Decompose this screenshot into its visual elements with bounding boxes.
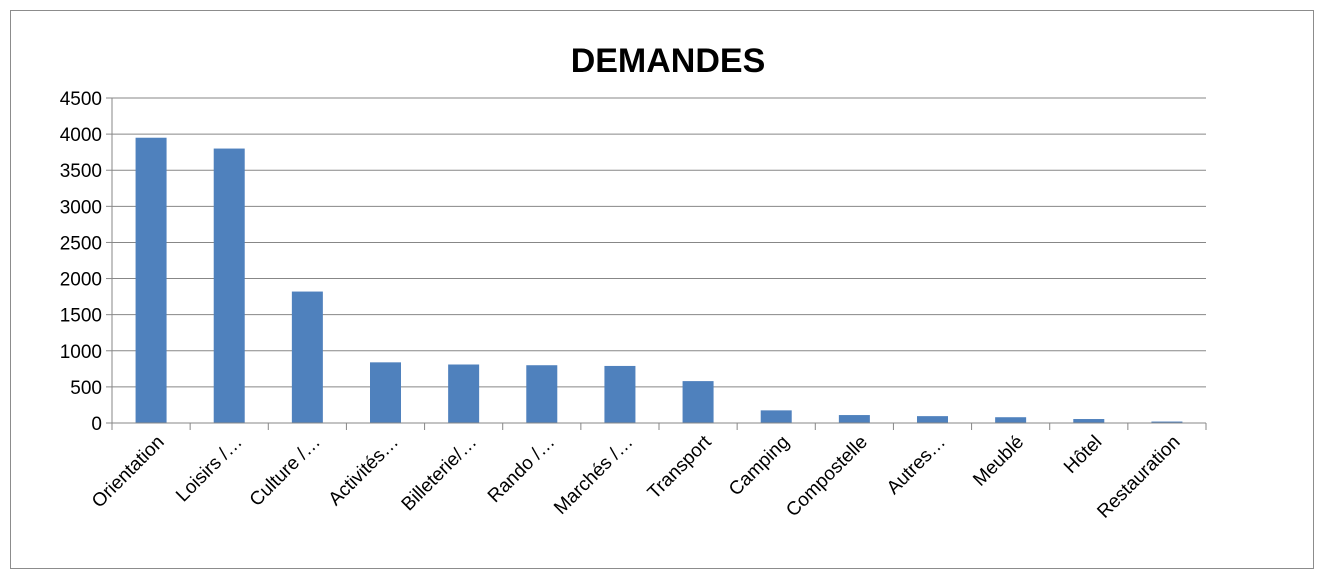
x-axis [111, 422, 1207, 430]
bar [135, 137, 167, 423]
y-tick-label: 2500 [60, 233, 102, 254]
x-category-label: Compostelle [782, 432, 872, 522]
x-axis-labels: Orientation Loisirs /… Culture /… Activités… [88, 431, 1184, 523]
x-category-label: Meublé [969, 432, 1028, 491]
x-category-label: Activités… [325, 432, 403, 510]
y-tick-label: 0 [91, 414, 102, 435]
x-category-label: Marchés /… [550, 432, 637, 519]
bar [448, 364, 480, 423]
y-tick-label: 500 [70, 378, 102, 399]
gridlines [112, 97, 1206, 388]
bar [917, 416, 948, 423]
y-tick-label: 4500 [60, 89, 102, 110]
x-category-label: Orientation [88, 432, 169, 513]
y-tick-label: 3500 [60, 161, 102, 182]
bar [526, 365, 558, 423]
y-tick-label: 1000 [60, 342, 102, 363]
bar [213, 148, 245, 424]
y-tick-label: 3000 [60, 197, 102, 218]
x-category-label: Rando /… [484, 432, 559, 507]
bar [995, 417, 1027, 423]
x-category-label: Restauration [1093, 432, 1184, 523]
bar [838, 415, 870, 423]
y-axis-ticks: 0 500 1000 1500 2000 2500 3000 3500 4000 4500 [60, 89, 113, 435]
bar [370, 362, 401, 423]
bar [1073, 419, 1105, 423]
x-category-label: Transport [644, 431, 716, 503]
bar [682, 381, 714, 423]
bar [604, 365, 636, 423]
y-tick-label: 1500 [60, 306, 102, 327]
bar [760, 410, 792, 423]
x-category-label: Billeterie/… [398, 432, 482, 516]
bar [291, 291, 323, 423]
y-tick-label: 2000 [60, 270, 102, 291]
bars [135, 137, 1183, 424]
x-category-label: Hôtel [1060, 432, 1106, 478]
bar [1151, 421, 1183, 423]
x-category-label: Camping [725, 432, 794, 501]
x-category-label: Loisirs /… [172, 432, 247, 507]
chart-title: DEMANDES [571, 42, 766, 80]
x-category-label: Culture /… [246, 432, 325, 511]
y-tick-label: 4000 [60, 125, 102, 146]
x-category-label: Autres… [883, 432, 950, 499]
